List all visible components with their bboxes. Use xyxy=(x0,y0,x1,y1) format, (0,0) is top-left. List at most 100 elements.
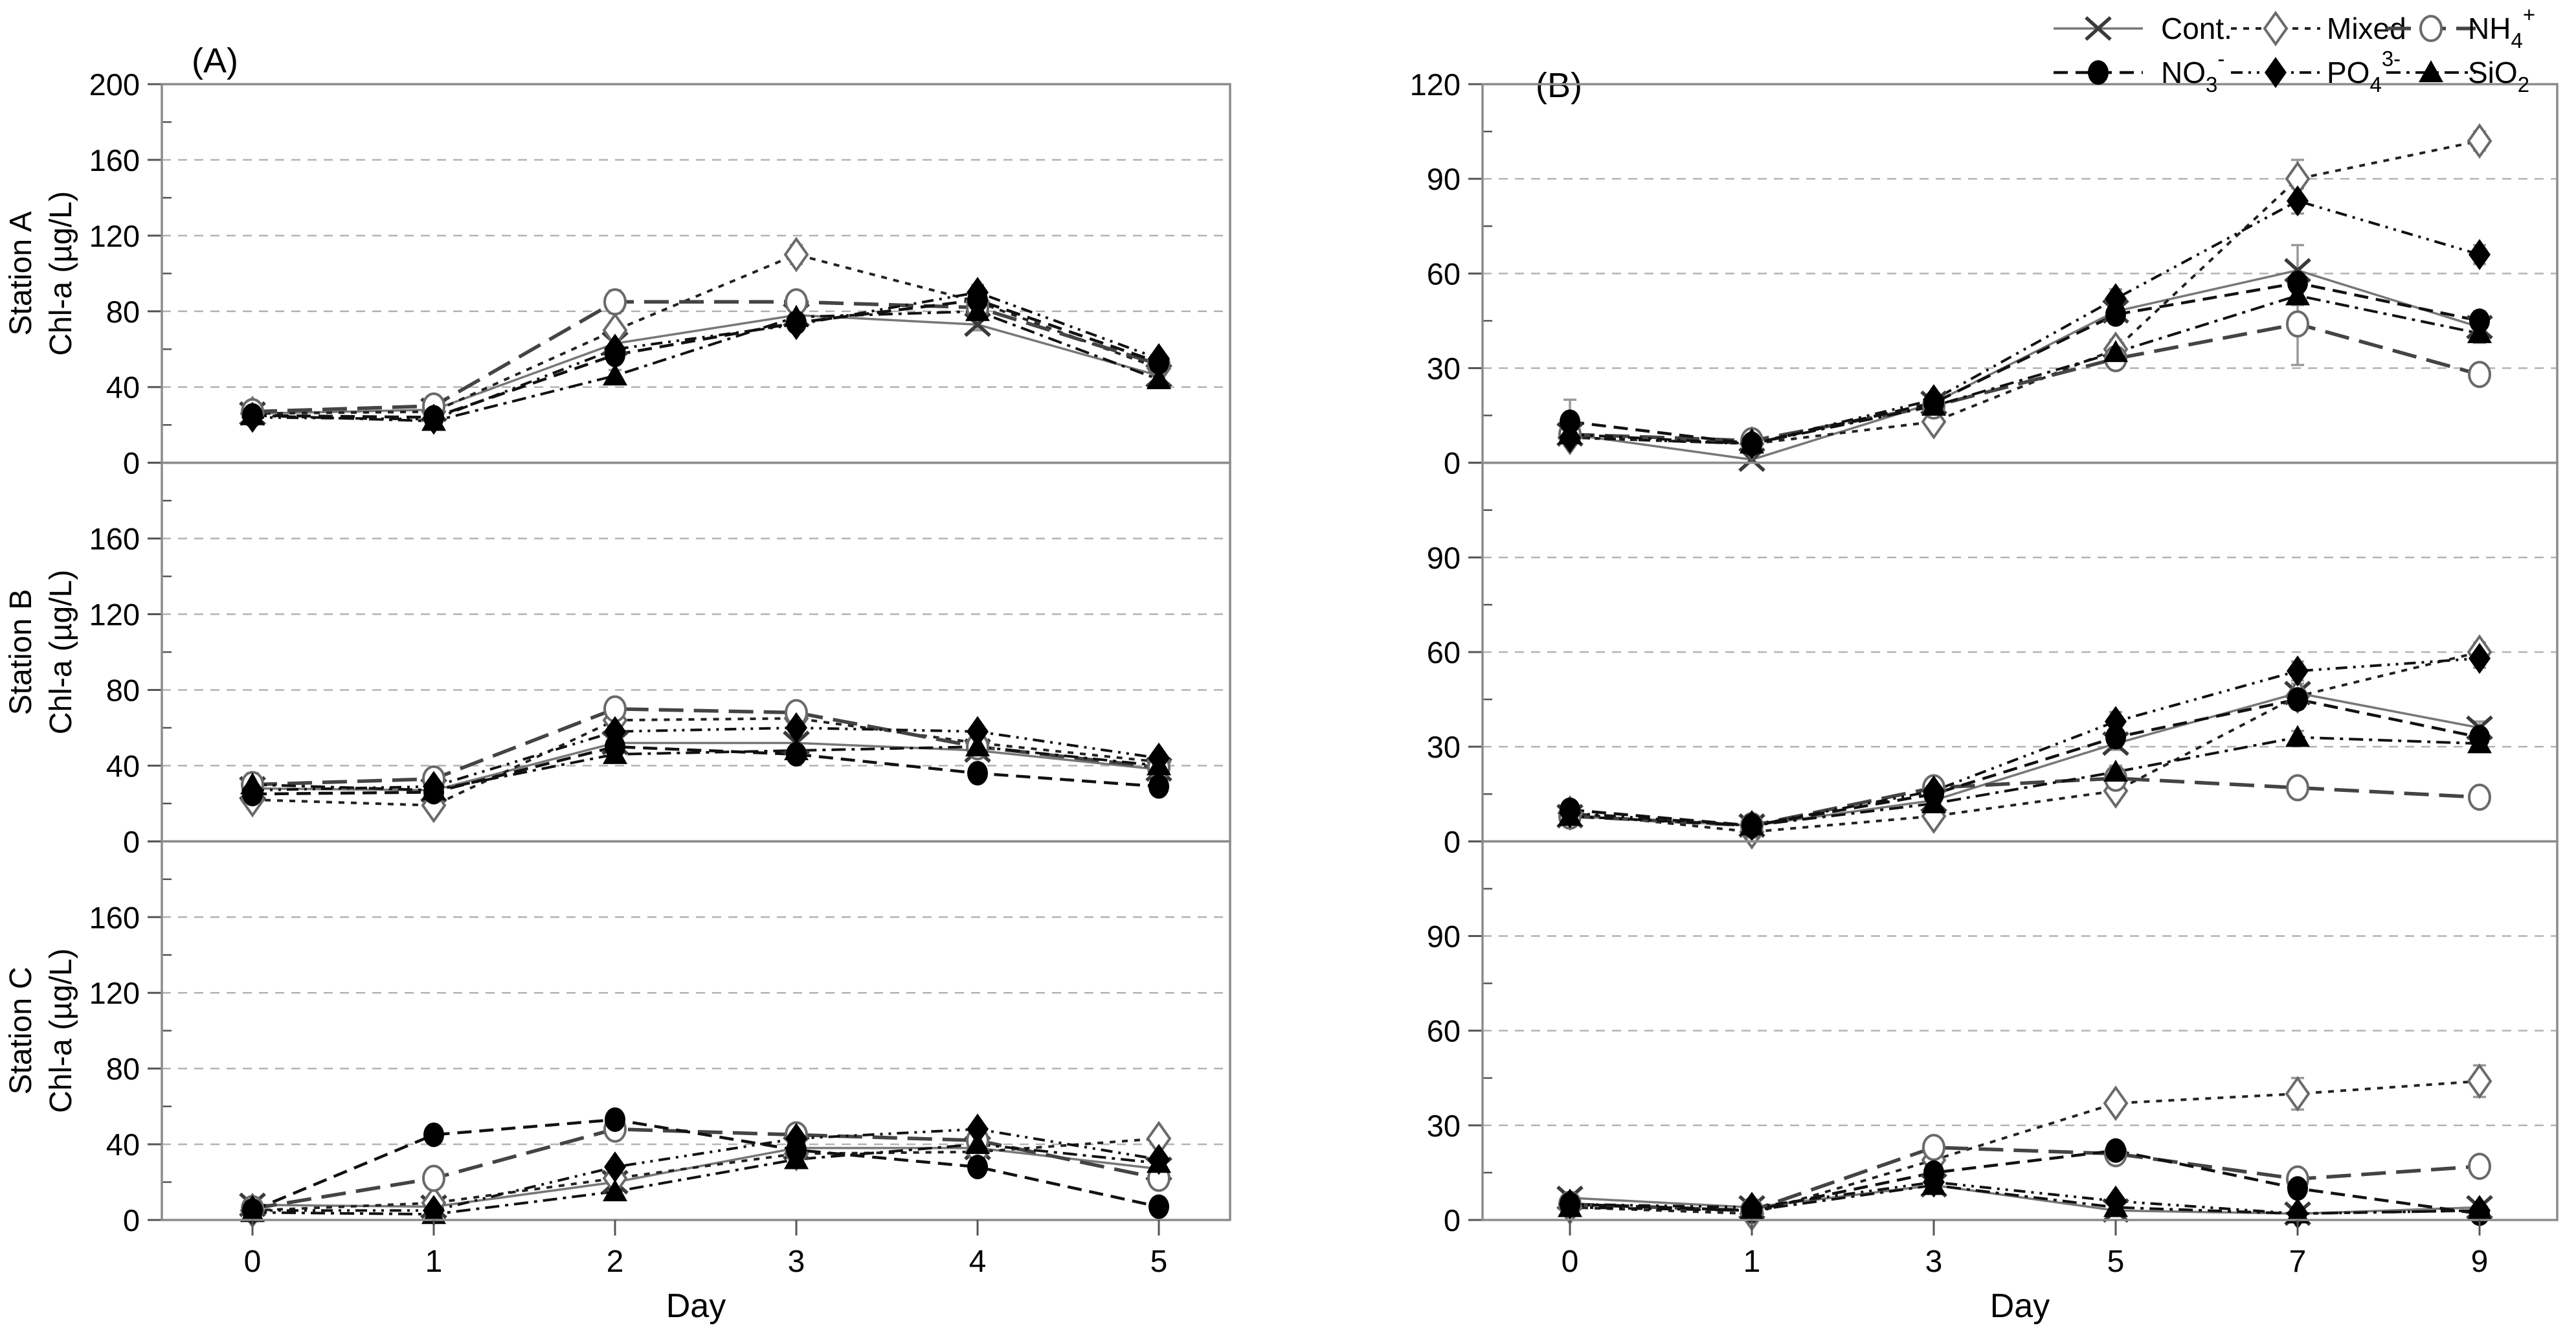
legend-label-nh4: NH4+ xyxy=(2468,3,2535,52)
x-tick-label: 5 xyxy=(1150,1245,1168,1279)
marker-no3 xyxy=(1148,774,1169,799)
series-line-cont xyxy=(1569,692,2480,827)
marker-sio2 xyxy=(2103,1195,2128,1217)
marker-mixed xyxy=(2285,1076,2311,1112)
series-line-nh4 xyxy=(1569,776,2480,828)
y-tick-label: 120 xyxy=(89,598,140,632)
marker-sio2 xyxy=(421,1202,446,1225)
panel-B-subplot-2: 90 60 30 0 xyxy=(1427,840,2559,1237)
marker-sio2 xyxy=(1740,813,1764,835)
marker-nh4 xyxy=(2419,15,2443,42)
y-tick-label: 160 xyxy=(89,522,140,556)
series-line-po4 xyxy=(1569,657,2480,827)
marker-sio2 xyxy=(2285,725,2310,747)
marker-sio2 xyxy=(240,403,265,425)
marker-sio2 xyxy=(1558,804,1582,826)
marker-sio2 xyxy=(965,299,990,321)
series-line-nh4 xyxy=(252,1127,1159,1211)
panel-A-subplot-0: 200 160 120 80 40 0 xyxy=(89,67,1231,480)
series-line-po4 xyxy=(1569,199,2480,446)
marker-po4 xyxy=(1148,343,1170,374)
marker-nh4 xyxy=(2286,310,2309,338)
marker-sio2 xyxy=(1740,1198,1764,1221)
subplot-frame xyxy=(161,83,1231,464)
series-line-po4 xyxy=(252,726,1159,792)
series-line-nh4 xyxy=(1569,1146,2480,1213)
y-tick-label: 120 xyxy=(1410,67,1461,102)
y-tick-label: 80 xyxy=(106,673,140,707)
series-line-sio2 xyxy=(1569,1184,2480,1215)
legend: Cont. Mixed NH4+ NO3- PO43- SiO2 xyxy=(2054,3,2535,96)
legend-item-mixed: Mixed xyxy=(2231,10,2406,47)
marker-no3 xyxy=(2287,1176,2308,1201)
y-tick-label: 160 xyxy=(89,900,140,934)
x-tick-label: 7 xyxy=(2289,1245,2307,1279)
marker-mixed xyxy=(2467,1063,2492,1100)
y-tick-label: 40 xyxy=(106,1127,140,1162)
marker-sio2 xyxy=(784,738,809,761)
series-line-no3 xyxy=(252,745,1159,796)
y-tick-label: 40 xyxy=(106,370,140,405)
y-tick-label: 160 xyxy=(89,143,140,177)
marker-no3 xyxy=(1560,409,1580,435)
marker-po4 xyxy=(1923,775,1945,807)
y-tick-label: 120 xyxy=(89,976,140,1010)
y-tick-label: 60 xyxy=(1427,256,1461,291)
marker-po4 xyxy=(2287,185,2309,217)
panel-B-subplot-0: 120 90 60 30 0 xyxy=(1410,67,2559,480)
marker-sio2 xyxy=(2103,340,2128,363)
marker-nh4 xyxy=(2286,774,2309,802)
panel-B: (B) 120 90 60 30 0 90 60 30 0 90 60 30 0 0 1 3 5 7 9 Day xyxy=(1410,66,2559,1325)
x-tick-label: 3 xyxy=(1925,1245,1943,1279)
marker-sio2 xyxy=(603,363,627,386)
marker-no3 xyxy=(2287,270,2308,295)
legend-item-po4: PO43- xyxy=(2231,47,2401,96)
legend-item-sio2: SiO2 xyxy=(2386,56,2529,96)
marker-mixed xyxy=(2467,123,2492,159)
y-tick-label: 0 xyxy=(1444,1203,1461,1237)
series-line-sio2 xyxy=(252,310,1159,423)
x-tick-label: 4 xyxy=(969,1245,987,1279)
marker-po4 xyxy=(2469,239,2491,271)
marker-sio2 xyxy=(1558,1195,1582,1217)
marker-po4 xyxy=(2105,706,2127,738)
marker-sio2 xyxy=(1921,791,1946,813)
legend-item-no3: NO3- xyxy=(2054,47,2224,96)
series-line-sio2 xyxy=(1569,736,2480,827)
marker-sio2 xyxy=(2419,60,2443,82)
marker-no3 xyxy=(967,1155,988,1180)
x-axis-title: Day xyxy=(1990,1287,2050,1325)
series-line-po4 xyxy=(252,1127,1159,1212)
marker-sio2 xyxy=(2285,283,2310,306)
series-line-nh4 xyxy=(252,300,1159,414)
y-tick-label: 120 xyxy=(89,219,140,253)
x-stroke xyxy=(2085,16,2112,41)
x-tick-label: 1 xyxy=(1743,1245,1761,1279)
y-tick-label: 0 xyxy=(123,1203,140,1237)
station-label: Station A xyxy=(4,211,38,335)
marker-nh4 xyxy=(2468,361,2491,389)
subplot-frame xyxy=(161,840,1231,1221)
subplot-frame xyxy=(1481,840,2559,1221)
y-tick-label: 200 xyxy=(89,67,140,102)
marker-po4 xyxy=(2265,57,2287,88)
y-tick-label: 60 xyxy=(1427,635,1461,670)
marker-no3 xyxy=(423,1122,444,1147)
legend-item-cont: Cont. xyxy=(2054,12,2232,45)
series-line-no3 xyxy=(252,1118,1159,1212)
x-axis-title: Day xyxy=(666,1287,726,1325)
marker-nh4 xyxy=(2468,784,2491,811)
legend-label-sio2: SiO2 xyxy=(2468,56,2529,96)
marker-sio2 xyxy=(1147,1151,1171,1173)
marker-sio2 xyxy=(965,734,990,757)
y-axis-unit-label: Chl-a (µg/L) xyxy=(44,570,78,734)
marker-sio2 xyxy=(2103,760,2128,782)
y-tick-label: 0 xyxy=(1444,446,1461,480)
panel-A-subplot-1: 160 120 80 40 0 xyxy=(89,461,1231,859)
series-line-mixed xyxy=(252,717,1159,807)
marker-sio2 xyxy=(2467,321,2492,343)
panel-label-A: (A) xyxy=(192,41,238,80)
marker-no3 xyxy=(1148,1194,1169,1219)
series-line-mixed xyxy=(1569,1079,2480,1215)
